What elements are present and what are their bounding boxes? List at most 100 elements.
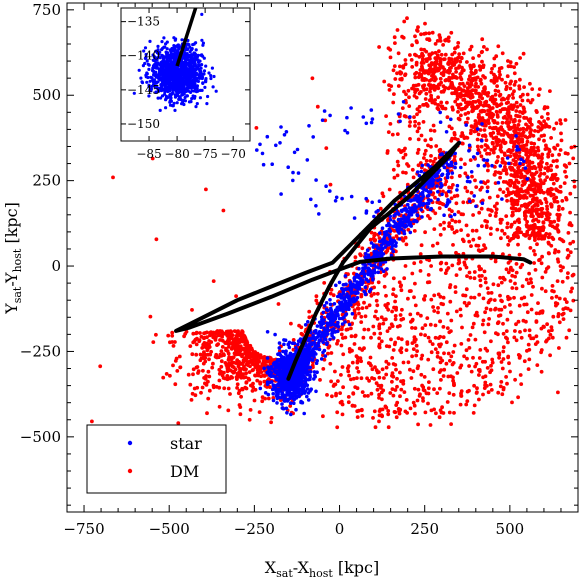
dm-point xyxy=(423,323,428,327)
dm-point xyxy=(483,148,487,152)
dm-point xyxy=(488,297,493,302)
dm-point xyxy=(518,77,522,82)
dm-point xyxy=(498,217,503,222)
dm-point xyxy=(405,340,410,344)
dm-point xyxy=(556,207,561,212)
dm-point xyxy=(525,158,529,162)
dm-point xyxy=(496,320,501,325)
dm-point xyxy=(439,52,444,57)
dm-point xyxy=(516,395,520,400)
dm-point xyxy=(492,80,497,85)
dm-point xyxy=(346,369,351,374)
dm-point xyxy=(383,404,388,409)
star-point xyxy=(280,391,285,396)
dm-point xyxy=(499,380,504,384)
star-point xyxy=(336,325,341,329)
dm-point xyxy=(515,218,520,223)
dm-point xyxy=(468,158,473,163)
dm-point xyxy=(396,84,401,88)
dm-point xyxy=(402,19,407,24)
dm-point xyxy=(429,78,434,82)
dm-point xyxy=(556,216,561,221)
dm-point xyxy=(569,223,574,228)
dm-point xyxy=(398,71,403,76)
dm-point xyxy=(427,82,431,87)
dm-point xyxy=(495,143,500,148)
dm-point xyxy=(565,306,570,311)
dm-point xyxy=(516,192,521,197)
star-point xyxy=(421,193,425,197)
dm-point xyxy=(378,331,383,336)
dm-point xyxy=(150,156,155,161)
dm-point xyxy=(432,309,437,313)
dm-point xyxy=(465,399,470,403)
star-point xyxy=(392,213,396,218)
dm-point xyxy=(387,88,392,92)
dm-point xyxy=(523,328,527,333)
star-point xyxy=(440,183,444,188)
dm-point xyxy=(433,323,438,328)
dm-point xyxy=(406,164,411,168)
dm-point xyxy=(426,401,430,406)
dm-point xyxy=(431,123,436,128)
dm-point xyxy=(399,283,403,288)
star-point xyxy=(362,272,367,276)
dm-point xyxy=(506,149,510,154)
dm-point xyxy=(384,344,389,348)
star-point xyxy=(294,407,298,412)
dm-point xyxy=(466,89,470,94)
dm-point xyxy=(546,165,551,170)
dm-point xyxy=(571,156,576,161)
dm-point xyxy=(524,127,529,132)
dm-point xyxy=(528,277,533,281)
dm-point xyxy=(413,34,417,39)
dm-point xyxy=(525,135,530,140)
dm-point xyxy=(375,303,380,308)
star-point xyxy=(348,281,353,286)
dm-point xyxy=(413,281,417,286)
dm-point xyxy=(545,111,550,116)
star-point xyxy=(314,346,319,351)
dm-point xyxy=(500,392,505,397)
dm-point xyxy=(539,369,544,374)
dm-point xyxy=(192,339,197,344)
star-point xyxy=(380,226,385,230)
dm-point xyxy=(467,388,471,393)
dm-point xyxy=(347,347,352,351)
dm-point xyxy=(458,402,463,407)
dm-point xyxy=(376,370,381,374)
dm-point xyxy=(446,374,451,379)
dm-point xyxy=(419,372,424,377)
dm-point xyxy=(542,119,546,123)
dm-point xyxy=(170,340,175,344)
dm-point xyxy=(483,310,487,315)
dm-point xyxy=(534,319,539,323)
dm-point xyxy=(360,414,365,418)
dm-point xyxy=(404,92,408,97)
dm-point xyxy=(503,165,507,169)
star-point xyxy=(408,199,413,203)
dm-point xyxy=(480,274,484,278)
dm-point xyxy=(452,381,456,386)
dm-point xyxy=(521,126,526,131)
dm-point xyxy=(506,270,511,275)
dm-point xyxy=(456,55,461,60)
dm-point xyxy=(483,181,488,186)
dm-point xyxy=(436,107,441,112)
dm-point xyxy=(439,90,444,94)
dm-point xyxy=(410,167,415,172)
dm-point xyxy=(475,137,480,142)
dm-point xyxy=(231,355,236,359)
dm-point xyxy=(451,243,455,247)
dm-point xyxy=(489,291,494,295)
dm-point xyxy=(512,83,517,87)
dm-point xyxy=(454,201,459,206)
star-point xyxy=(340,295,344,299)
dm-point xyxy=(426,143,430,148)
dm-point xyxy=(340,402,345,407)
dm-point xyxy=(450,263,455,268)
dm-point xyxy=(551,181,556,186)
dm-point xyxy=(471,199,475,203)
dm-point xyxy=(499,149,504,154)
dm-point xyxy=(432,78,437,83)
